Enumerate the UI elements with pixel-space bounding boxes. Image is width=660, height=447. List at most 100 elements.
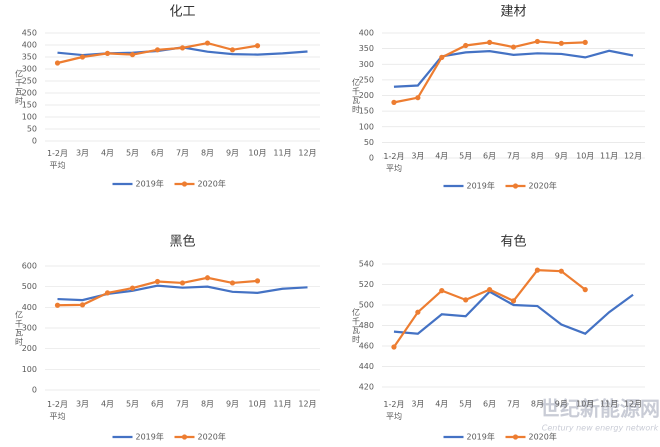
x-tick-label: 8月 — [201, 400, 214, 409]
chart-title: 建材 — [500, 5, 526, 20]
y-tick-label: 50 — [27, 125, 37, 134]
y-tick-label: 300 — [22, 65, 37, 74]
y-axis-label: 亿千瓦时 — [352, 307, 360, 344]
legend-label: 2019年 — [136, 179, 164, 189]
y-tick-label: 540 — [359, 260, 374, 269]
y-tick-label: 300 — [22, 324, 37, 333]
y-tick-label: 400 — [359, 29, 374, 38]
x-tick-label: 5月 — [459, 152, 472, 161]
point-marker — [391, 99, 397, 105]
y-tick-label: 600 — [22, 262, 37, 271]
y-tick-label: 300 — [359, 60, 374, 69]
x-tick-label: 6月 — [483, 400, 496, 409]
y-tick-label: 450 — [22, 29, 37, 38]
point-marker — [534, 38, 541, 45]
series-line — [393, 290, 634, 335]
y-tick-label: 50 — [364, 138, 374, 147]
y-tick-label: 100 — [22, 365, 37, 374]
point-marker — [79, 54, 86, 60]
point-marker — [229, 280, 236, 286]
point-marker — [463, 297, 469, 303]
x-tick-label: 4月 — [101, 400, 114, 409]
x-tick-label: 6月 — [151, 400, 164, 409]
legend-marker — [181, 181, 188, 187]
y-tick-label: 200 — [22, 344, 37, 353]
x-tick-label: 5月 — [126, 149, 139, 158]
x-tick-label: 12月 — [298, 149, 316, 158]
point-marker — [439, 288, 445, 294]
legend-label: 2020年 — [198, 432, 226, 442]
y-tick-label: 500 — [359, 301, 374, 310]
y-tick-label: 100 — [22, 113, 37, 122]
point-marker — [534, 267, 541, 273]
point-marker — [391, 344, 397, 350]
legend-marker — [512, 434, 519, 440]
point-marker — [229, 47, 236, 53]
point-marker — [510, 298, 517, 304]
series-line — [393, 49, 634, 88]
y-tick-label: 0 — [369, 154, 374, 163]
y-tick-label: 250 — [359, 75, 374, 84]
y-tick-label: 100 — [359, 122, 374, 131]
x-tick-label: 5月 — [459, 400, 472, 409]
x-tick-label: 4月 — [101, 149, 114, 158]
y-tick-label: 150 — [359, 107, 374, 116]
point-marker — [129, 285, 136, 291]
point-marker — [254, 43, 261, 49]
x-tick-label: 4月 — [435, 152, 448, 161]
x-tick-label: 9月 — [226, 149, 239, 158]
y-tick-label: 0 — [32, 386, 37, 395]
watermark-title: 世纪新能源网 — [540, 397, 660, 421]
x-tick-label: 1-2月平均 — [47, 400, 68, 421]
y-tick-label: 0 — [32, 137, 37, 146]
y-tick-label: 350 — [359, 44, 374, 53]
point-marker — [104, 50, 111, 57]
y-axis-label: 亿千瓦时 — [352, 77, 360, 114]
y-tick-label: 200 — [359, 91, 374, 100]
x-tick-label: 12月 — [624, 152, 642, 161]
x-tick-label: 11月 — [273, 149, 291, 158]
point-marker — [582, 39, 588, 45]
legend-label: 2019年 — [136, 432, 164, 442]
x-tick-label: 10月 — [576, 152, 594, 161]
y-tick-label: 250 — [22, 77, 37, 86]
y-axis-label: 亿千瓦时 — [15, 309, 23, 346]
point-marker — [54, 60, 61, 66]
x-tick-label: 4月 — [435, 400, 448, 409]
x-tick-label: 7月 — [176, 149, 189, 158]
point-marker — [129, 52, 136, 58]
legend-marker — [181, 434, 188, 440]
point-marker — [439, 54, 445, 60]
y-tick-label: 460 — [359, 342, 374, 351]
x-tick-label: 7月 — [507, 400, 520, 409]
y-tick-label: 350 — [22, 53, 37, 62]
x-tick-label: 10月 — [576, 400, 594, 409]
y-axis-label: 亿千瓦时 — [15, 68, 23, 105]
point-marker — [510, 44, 517, 50]
point-marker — [154, 47, 161, 53]
x-tick-label: 9月 — [555, 152, 568, 161]
x-tick-label: 6月 — [151, 149, 164, 158]
x-tick-label: 11月 — [600, 152, 618, 161]
point-marker — [582, 287, 588, 293]
x-tick-label: 7月 — [176, 400, 189, 409]
legend-label: 2019年 — [467, 432, 495, 442]
watermark-subtitle: Century new energy network — [542, 424, 659, 433]
point-marker — [463, 42, 469, 49]
point-marker — [558, 268, 564, 274]
point-marker — [254, 278, 261, 284]
x-tick-label: 8月 — [531, 152, 544, 161]
x-tick-label: 11月 — [600, 400, 618, 409]
x-tick-label: 3月 — [411, 400, 424, 409]
point-marker — [558, 40, 564, 46]
legend-marker — [512, 183, 519, 189]
point-marker — [486, 39, 493, 45]
point-marker — [54, 302, 61, 308]
chart-title: 化工 — [169, 5, 195, 20]
x-tick-label: 1-2月平均 — [383, 152, 404, 173]
x-tick-label: 5月 — [126, 400, 139, 409]
x-tick-label: 7月 — [507, 152, 520, 161]
